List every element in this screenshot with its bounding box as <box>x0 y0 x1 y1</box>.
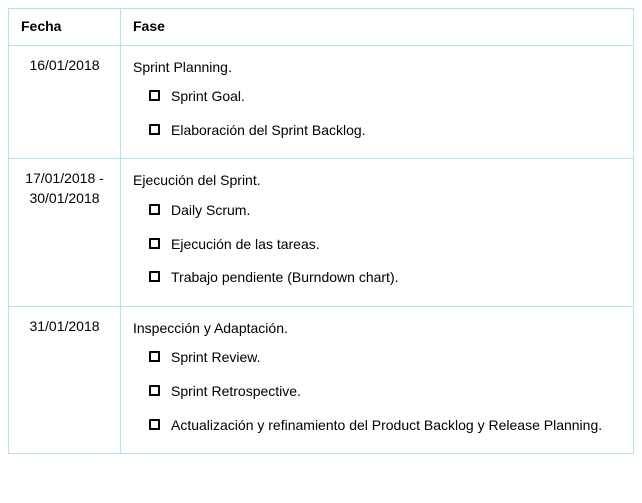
phase-item: Daily Scrum. <box>143 201 621 221</box>
cell-fase: Sprint Planning. Sprint Goal. Elaboració… <box>121 45 634 159</box>
phase-items: Daily Scrum. Ejecución de las tareas. Tr… <box>133 201 621 288</box>
phase-title: Sprint Planning. <box>133 58 621 78</box>
cell-fecha: 31/01/2018 <box>9 306 121 453</box>
table-row: 16/01/2018 Sprint Planning. Sprint Goal.… <box>9 45 634 159</box>
phase-items: Sprint Goal. Elaboración del Sprint Back… <box>133 87 621 140</box>
phase-item: Elaboración del Sprint Backlog. <box>143 121 621 141</box>
cell-fase: Inspección y Adaptación. Sprint Review. … <box>121 306 634 453</box>
date-line: 30/01/2018 <box>21 189 108 209</box>
phase-item: Actualización y refinamiento del Product… <box>143 416 621 436</box>
date-line: 16/01/2018 <box>21 56 108 76</box>
sprint-phases-table: Fecha Fase 16/01/2018 Sprint Planning. S… <box>8 8 634 454</box>
table-row: 31/01/2018 Inspección y Adaptación. Spri… <box>9 306 634 453</box>
phase-item: Sprint Review. <box>143 348 621 368</box>
phase-items: Sprint Review. Sprint Retrospective. Act… <box>133 348 621 435</box>
col-header-fecha: Fecha <box>9 9 121 46</box>
cell-fecha: 17/01/2018 - 30/01/2018 <box>9 159 121 306</box>
phase-title: Ejecución del Sprint. <box>133 171 621 191</box>
date-line: 17/01/2018 - <box>21 169 108 189</box>
cell-fase: Ejecución del Sprint. Daily Scrum. Ejecu… <box>121 159 634 306</box>
col-header-fase: Fase <box>121 9 634 46</box>
date-line: 31/01/2018 <box>21 317 108 337</box>
phase-item: Sprint Goal. <box>143 87 621 107</box>
phase-item: Trabajo pendiente (Burndown chart). <box>143 268 621 288</box>
phase-title: Inspección y Adaptación. <box>133 319 621 339</box>
table-header-row: Fecha Fase <box>9 9 634 46</box>
cell-fecha: 16/01/2018 <box>9 45 121 159</box>
table-row: 17/01/2018 - 30/01/2018 Ejecución del Sp… <box>9 159 634 306</box>
phase-item: Ejecución de las tareas. <box>143 235 621 255</box>
phase-item: Sprint Retrospective. <box>143 382 621 402</box>
